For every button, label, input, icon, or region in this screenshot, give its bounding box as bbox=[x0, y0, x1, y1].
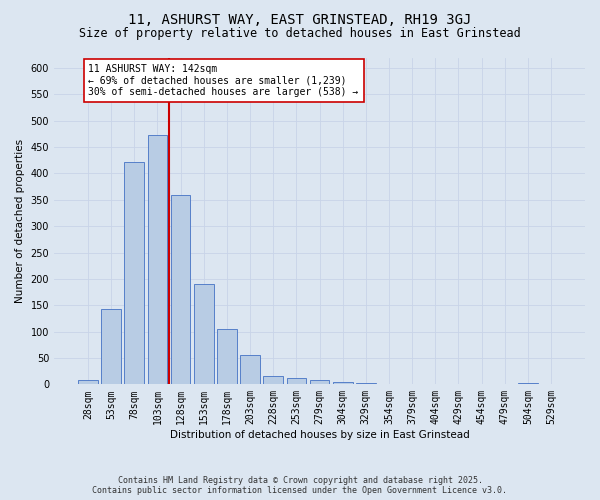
Bar bbox=[333, 382, 353, 384]
Bar bbox=[310, 380, 329, 384]
Text: Contains HM Land Registry data © Crown copyright and database right 2025.
Contai: Contains HM Land Registry data © Crown c… bbox=[92, 476, 508, 495]
Bar bbox=[287, 378, 306, 384]
X-axis label: Distribution of detached houses by size in East Grinstead: Distribution of detached houses by size … bbox=[170, 430, 469, 440]
Bar bbox=[240, 356, 260, 384]
Bar bbox=[194, 284, 214, 384]
Bar bbox=[217, 329, 237, 384]
Y-axis label: Number of detached properties: Number of detached properties bbox=[15, 139, 25, 303]
Text: 11 ASHURST WAY: 142sqm
← 69% of detached houses are smaller (1,239)
30% of semi-: 11 ASHURST WAY: 142sqm ← 69% of detached… bbox=[88, 64, 359, 97]
Text: 11, ASHURST WAY, EAST GRINSTEAD, RH19 3GJ: 11, ASHURST WAY, EAST GRINSTEAD, RH19 3G… bbox=[128, 12, 472, 26]
Bar bbox=[124, 162, 144, 384]
Bar bbox=[148, 135, 167, 384]
Bar bbox=[171, 194, 190, 384]
Bar bbox=[263, 376, 283, 384]
Bar bbox=[101, 309, 121, 384]
Text: Size of property relative to detached houses in East Grinstead: Size of property relative to detached ho… bbox=[79, 28, 521, 40]
Bar bbox=[78, 380, 98, 384]
